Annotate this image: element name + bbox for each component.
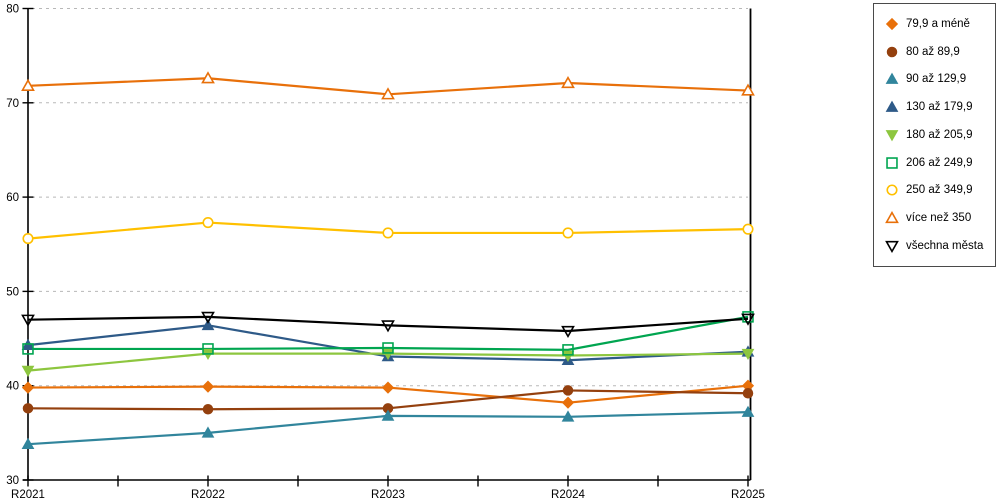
x-tick-label: R2022 <box>191 489 225 500</box>
series-line-8 <box>27 315 749 333</box>
y-tick-label: 50 <box>6 286 19 298</box>
legend-item-1: 80 až 89,9 <box>884 45 995 59</box>
x-tick-label: R2025 <box>731 489 765 500</box>
series-markers-1 <box>22 385 754 415</box>
legend-marker-8 <box>885 240 899 253</box>
legend-item-2: 90 až 129,9 <box>884 72 995 86</box>
x-tick-label: R2024 <box>551 489 585 500</box>
legend-item-7: více než 350 <box>884 211 995 225</box>
legend-item-0: 79,9 a méně <box>884 17 995 31</box>
legend-marker-6 <box>886 184 898 197</box>
series-markers-2 <box>21 405 755 449</box>
legend-item-8: všechna města <box>884 239 995 253</box>
legend-item-label: 80 až 89,9 <box>906 45 960 58</box>
legend-item-label: 130 až 179,9 <box>906 101 973 114</box>
legend-item-5: 206 až 249,9 <box>884 156 995 170</box>
legend-item-6: 250 až 349,9 <box>884 183 995 197</box>
legend-item-label: všechna města <box>906 240 984 252</box>
legend-item-label: více než 350 <box>906 212 972 225</box>
legend-item-4: 180 až 205,9 <box>884 128 995 142</box>
x-tick-label: R2023 <box>371 489 405 500</box>
legend-marker-3 <box>885 100 899 112</box>
y-tick-label: 80 <box>6 4 19 16</box>
y-tick-label: 30 <box>6 475 19 487</box>
legend-marker-0 <box>885 17 899 30</box>
legend-marker-4 <box>885 130 899 142</box>
y-tick-label: 40 <box>6 381 19 393</box>
legend-item-label: 79,9 a méně <box>906 17 970 30</box>
legend-marker-2 <box>885 72 899 85</box>
legend-marker-1 <box>886 46 898 57</box>
legend-item-label: 90 až 129,9 <box>906 73 967 86</box>
y-tick-label: 70 <box>6 98 19 110</box>
chart-legend: 79,9 a méně 80 až 89,9 90 až 129,9 130 až 1… <box>873 3 996 267</box>
legend-item-label: 180 až 205,9 <box>906 128 973 141</box>
legend-item-label: 206 až 249,9 <box>906 156 973 169</box>
x-tick-label: R2021 <box>11 489 45 500</box>
series-markers-8 <box>21 311 755 339</box>
series-markers-0 <box>21 379 755 409</box>
legend-marker-5 <box>886 156 898 169</box>
y-tick-label: 60 <box>6 192 19 204</box>
series-markers-6 <box>22 217 754 245</box>
legend-marker-7 <box>885 211 899 224</box>
gridlines <box>32 8 748 387</box>
series-line-5 <box>28 315 749 351</box>
series-markers-7 <box>21 71 755 100</box>
legend-item-3: 130 až 179,9 <box>884 100 995 114</box>
legend-item-label: 250 až 349,9 <box>906 184 973 197</box>
axes: 30 40 50 60 70 80 R2021 R2022 R2023 R2024 R2025 <box>6 4 765 500</box>
